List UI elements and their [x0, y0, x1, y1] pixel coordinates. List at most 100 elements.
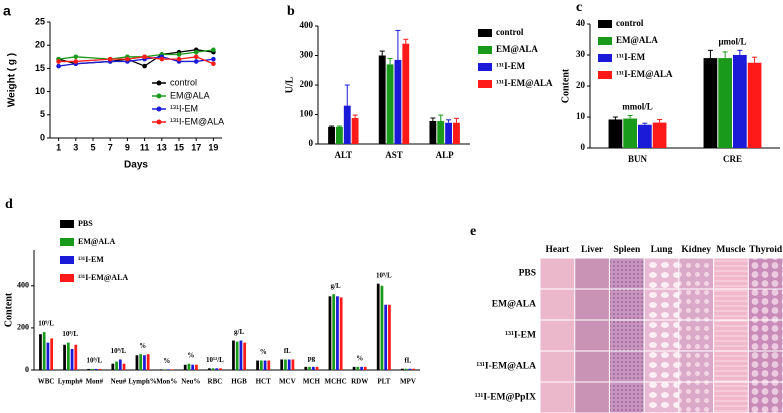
bar: [195, 364, 198, 370]
data-point: [107, 56, 113, 62]
x-tick-label: WBC: [38, 378, 55, 386]
chart-panel: c Content 0 10 20 30 40 BUN mmol/L CRE μmol/L contr…: [560, 0, 780, 164]
data-point: [211, 56, 216, 62]
legend-swatch: [478, 63, 492, 71]
histology-image: [540, 289, 575, 320]
x-tick-label: 7: [108, 142, 113, 152]
bar: [207, 368, 211, 370]
x-tick-label: RDW: [351, 378, 368, 386]
x-tick-label: CRE: [723, 154, 742, 164]
x-tick-label: Lymph#: [58, 378, 83, 386]
legend-marker: [156, 119, 162, 125]
bar: [87, 368, 91, 370]
bar: [211, 368, 215, 370]
histology-image: [714, 258, 748, 289]
data-point: [211, 47, 216, 53]
histology-image: [644, 351, 679, 382]
legend-marker: [156, 106, 162, 112]
x-tick-label: 5: [90, 142, 95, 152]
bar: [747, 62, 762, 148]
histology-image: [714, 320, 748, 351]
bar: [360, 366, 363, 370]
row-label: ¹³¹I-EM: [505, 331, 536, 341]
y-tick-label: 40: [576, 18, 586, 28]
bar: [363, 366, 367, 370]
legend-label: ¹³¹I-EM@ALA: [170, 116, 224, 126]
bar: [437, 120, 445, 144]
unit-label: fL: [284, 347, 291, 355]
bar: [336, 296, 339, 370]
bar: [356, 366, 360, 370]
column-label: Spleen: [613, 245, 641, 255]
row-label: EM@ALA: [492, 300, 536, 310]
bar: [66, 342, 70, 370]
column-label: Muscle: [716, 245, 745, 255]
bar: [378, 55, 386, 144]
histology-image: [575, 320, 609, 351]
y-tick-label: 10: [576, 111, 586, 121]
y-tick-label: 15: [35, 63, 45, 73]
bar: [159, 369, 163, 370]
bar: [235, 341, 239, 370]
x-tick-label: Mon#: [86, 378, 104, 386]
histology-image: [714, 382, 748, 413]
legend-label: ¹³¹I-EM: [170, 103, 198, 113]
y-tick-label: 25: [35, 16, 45, 26]
y-tick-label: 300: [300, 50, 314, 60]
data-point: [125, 56, 130, 62]
chart-panel: d Content 0 200 400 WBC 10⁹/L Lymph# 10⁹/L Mon# 10…: [3, 197, 420, 386]
y-tick-label: 30: [576, 49, 586, 59]
unit-label: 10⁹/L: [38, 320, 54, 328]
unit-label: 10⁹/L: [111, 347, 127, 355]
data-point: [211, 61, 216, 67]
bar: [311, 366, 315, 370]
legend-swatch: [60, 274, 74, 282]
bar: [143, 355, 146, 370]
bar: [163, 369, 167, 370]
bar: [408, 368, 412, 370]
data-point: [56, 63, 61, 69]
legend-label: control: [170, 77, 197, 87]
bar: [386, 64, 394, 144]
column-label: Liver: [581, 245, 604, 255]
histology-image: [644, 320, 679, 351]
y-tick-label: 100: [300, 109, 314, 119]
bar: [98, 368, 102, 370]
x-tick-label: Neu#: [111, 378, 127, 386]
bar: [380, 285, 384, 370]
bar: [351, 118, 359, 144]
y-tick-label: 20: [576, 80, 586, 90]
legend-swatch: [478, 80, 492, 88]
unit-label: 10⁹/L: [62, 330, 78, 338]
column-label: Kidney: [681, 245, 711, 255]
y-tick-label: 0: [309, 138, 314, 148]
histology-panel: e Heart Liver Spleen Lung Kidney Muscle Thyroid…: [470, 224, 783, 413]
bar: [70, 348, 74, 370]
histology-image: [679, 289, 714, 320]
data-point: [73, 59, 79, 64]
bar: [304, 366, 308, 370]
bar: [91, 368, 94, 370]
bar: [384, 304, 388, 370]
data-point: [73, 54, 79, 60]
legend-label: ¹³¹I-EM: [78, 255, 104, 264]
unit-label: 10⁹/L: [86, 357, 102, 365]
legend-swatch: [478, 46, 492, 54]
bar: [115, 361, 118, 370]
bar: [191, 364, 195, 370]
x-tick-label: 11: [140, 142, 150, 152]
legend-label: control: [616, 18, 644, 28]
bar: [352, 366, 356, 370]
column-label: Thyroid: [749, 245, 783, 255]
bar: [267, 360, 271, 370]
histology-image: [644, 258, 679, 289]
legend-swatch: [598, 54, 612, 62]
bar: [328, 296, 332, 370]
legend-swatch: [598, 20, 612, 28]
unit-label: %: [139, 342, 146, 350]
unit-label: %: [187, 351, 194, 359]
bar: [332, 294, 336, 370]
bar: [42, 332, 46, 370]
x-tick-label: MCH: [303, 378, 321, 386]
